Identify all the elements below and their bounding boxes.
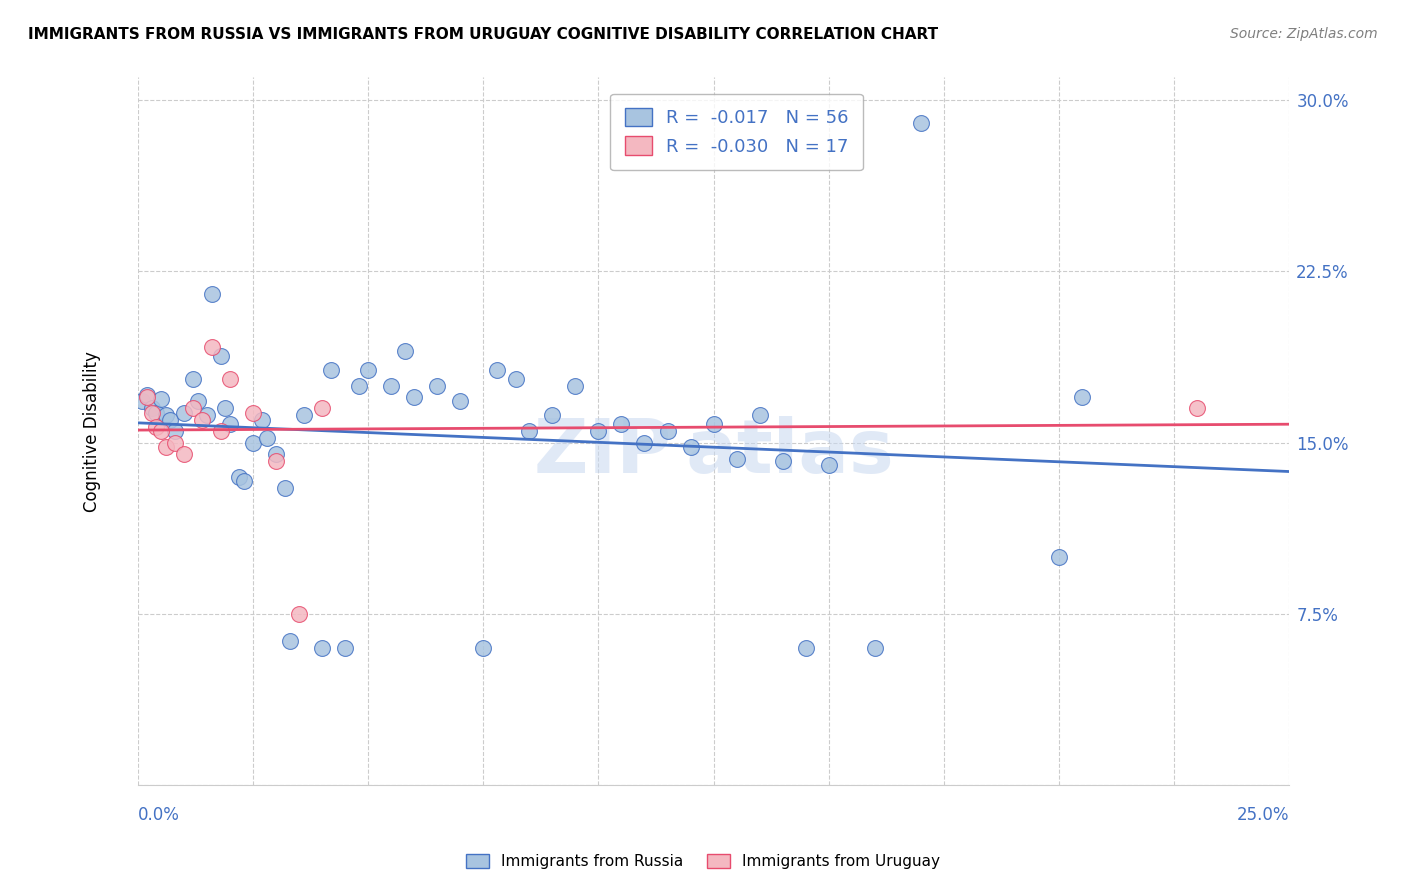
Point: [1047, 549, 1070, 564]
Point: [141, 401, 163, 416]
Point: [252, 413, 274, 427]
Point: [159, 413, 181, 427]
Point: [191, 413, 214, 427]
Text: Source: ZipAtlas.com: Source: ZipAtlas.com: [1230, 27, 1378, 41]
Point: [155, 440, 177, 454]
Point: [195, 408, 218, 422]
Point: [703, 417, 725, 432]
Point: [588, 424, 610, 438]
Point: [394, 344, 416, 359]
Point: [173, 406, 195, 420]
Point: [145, 419, 167, 434]
Point: [200, 340, 222, 354]
Point: [292, 408, 315, 422]
Point: [380, 378, 402, 392]
Point: [517, 424, 540, 438]
Point: [449, 394, 471, 409]
Point: [404, 390, 426, 404]
Point: [679, 440, 702, 454]
Point: [274, 481, 297, 495]
Point: [200, 287, 222, 301]
Point: [772, 454, 794, 468]
Point: [181, 372, 204, 386]
Point: [505, 372, 527, 386]
Point: [321, 362, 343, 376]
Point: [347, 378, 370, 392]
Point: [141, 406, 163, 420]
Point: [242, 406, 264, 420]
Point: [209, 424, 232, 438]
Point: [149, 424, 172, 438]
Legend: R =  -0.017   N = 56, R =  -0.030   N = 17: R = -0.017 N = 56, R = -0.030 N = 17: [610, 94, 863, 170]
Point: [1071, 390, 1094, 404]
Text: 0.0%: 0.0%: [138, 806, 180, 824]
Text: Cognitive Disability: Cognitive Disability: [83, 351, 101, 512]
Point: [288, 607, 311, 621]
Point: [187, 394, 209, 409]
Point: [181, 401, 204, 416]
Text: IMMIGRANTS FROM RUSSIA VS IMMIGRANTS FROM URUGUAY COGNITIVE DISABILITY CORRELATI: IMMIGRANTS FROM RUSSIA VS IMMIGRANTS FRO…: [28, 27, 938, 42]
Point: [278, 634, 301, 648]
Point: [610, 417, 633, 432]
Point: [748, 408, 770, 422]
Point: [633, 435, 655, 450]
Point: [564, 378, 586, 392]
Point: [264, 447, 287, 461]
Point: [209, 349, 232, 363]
Point: [155, 408, 177, 422]
Point: [136, 387, 159, 401]
Point: [136, 390, 159, 404]
Point: [219, 417, 242, 432]
Point: [131, 394, 153, 409]
Point: [486, 362, 509, 376]
Point: [357, 362, 380, 376]
Point: [863, 640, 886, 655]
Point: [472, 640, 495, 655]
Point: [256, 431, 278, 445]
Point: [145, 406, 167, 420]
Point: [311, 640, 333, 655]
Point: [541, 408, 564, 422]
Point: [817, 458, 839, 473]
Point: [214, 401, 236, 416]
Point: [725, 451, 748, 466]
Point: [1185, 401, 1208, 416]
Point: [232, 475, 254, 489]
Text: ZIP atlas: ZIP atlas: [534, 416, 893, 489]
Point: [242, 435, 264, 450]
Point: [163, 424, 186, 438]
Point: [426, 378, 449, 392]
Point: [311, 401, 333, 416]
Point: [173, 447, 195, 461]
Point: [657, 424, 679, 438]
Point: [228, 470, 250, 484]
Point: [149, 392, 172, 407]
Point: [910, 116, 932, 130]
Text: 25.0%: 25.0%: [1237, 806, 1289, 824]
Legend: Immigrants from Russia, Immigrants from Uruguay: Immigrants from Russia, Immigrants from …: [460, 848, 946, 875]
Point: [333, 640, 356, 655]
Point: [264, 454, 287, 468]
Point: [219, 372, 242, 386]
Point: [163, 435, 186, 450]
Point: [794, 640, 817, 655]
